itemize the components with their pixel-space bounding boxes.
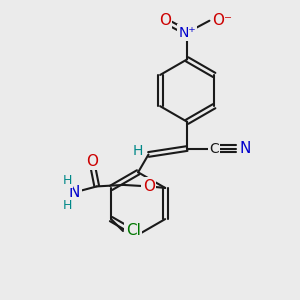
Text: N: N: [69, 185, 80, 200]
Text: Cl: Cl: [126, 224, 141, 238]
Text: O⁻: O⁻: [212, 13, 232, 28]
Text: N⁺: N⁺: [178, 26, 196, 40]
Text: O: O: [86, 154, 98, 169]
Text: H: H: [62, 174, 72, 187]
Text: C: C: [209, 142, 219, 155]
Text: H: H: [62, 199, 72, 212]
Text: H: H: [132, 145, 142, 158]
Text: O: O: [143, 179, 155, 194]
Text: O: O: [159, 13, 171, 28]
Text: N: N: [239, 141, 250, 156]
